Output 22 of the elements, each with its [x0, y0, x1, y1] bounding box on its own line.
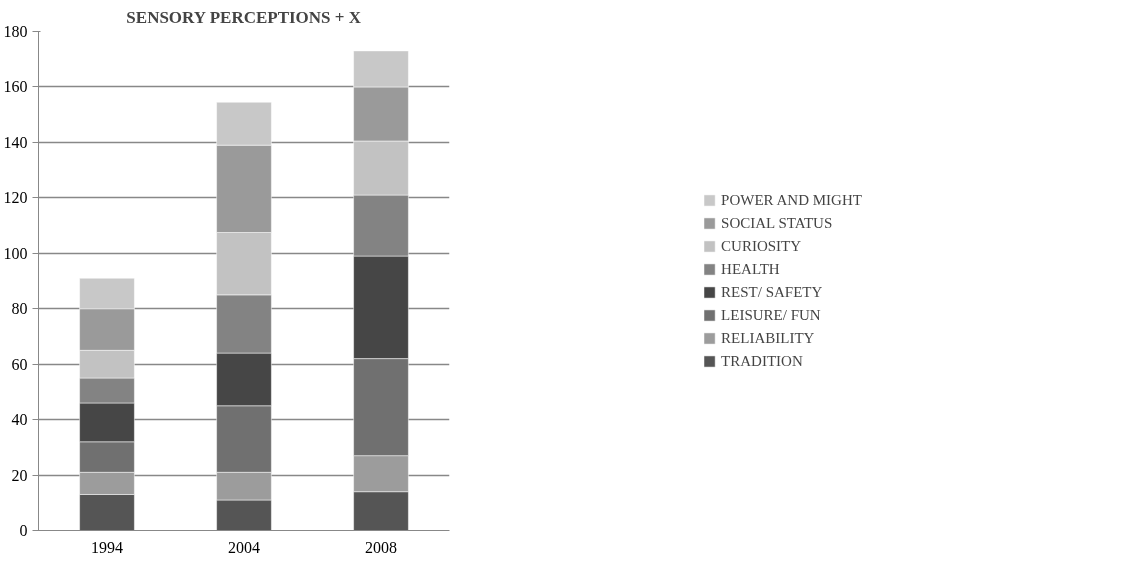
y-tick-label: 180: [3, 23, 28, 40]
x-tick-label: 1994: [91, 538, 123, 556]
y-tick-label: 20: [11, 466, 28, 484]
legend-label: SOCIAL STATUS: [721, 214, 833, 232]
legend-label: POWER AND MIGHT: [721, 191, 862, 209]
x-tick-label: 2008: [365, 538, 397, 556]
y-tick-label: 140: [3, 133, 28, 151]
y-tick-label: 40: [11, 411, 28, 429]
legend-label: TRADITION: [721, 352, 803, 370]
y-tick-label: 0: [19, 522, 28, 539]
x-tick-label: 2004: [228, 538, 260, 556]
y-tick-label: 100: [3, 244, 28, 262]
chart-title: SENSORY PERCEPTIONS + X: [126, 7, 362, 27]
legend-label: HEALTH: [721, 260, 780, 278]
y-tick-label: 60: [11, 355, 28, 373]
legend-label: RELIABILITY: [721, 329, 815, 347]
y-tick-label: 120: [3, 189, 28, 207]
y-tick-label: 160: [3, 78, 28, 96]
legend-label: CURIOSITY: [721, 237, 802, 255]
legend-label: REST/ SAFETY: [721, 283, 823, 301]
legend-label: LEISURE/ FUN: [721, 306, 821, 324]
y-tick-label: 80: [11, 300, 28, 318]
